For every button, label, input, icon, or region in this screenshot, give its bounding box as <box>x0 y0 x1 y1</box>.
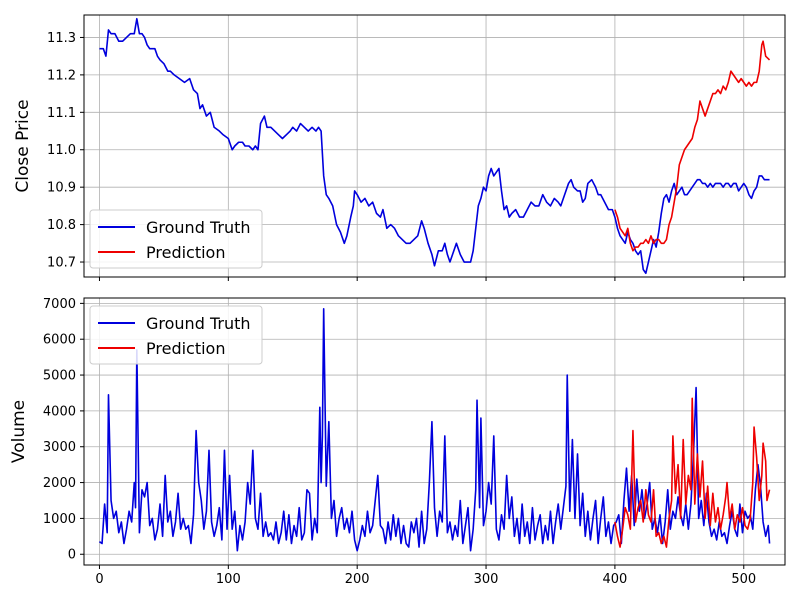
y-tick-label: 10.9 <box>47 181 76 196</box>
x-tick-label: 200 <box>345 572 370 587</box>
y-axis-label: Volume <box>9 400 29 463</box>
y-tick-label: 11.2 <box>47 68 76 83</box>
x-tick-label: 100 <box>216 572 241 587</box>
legend-label: Prediction <box>146 339 225 358</box>
legend-label: Ground Truth <box>146 218 251 237</box>
y-axis-label: Close Price <box>13 99 33 192</box>
volume-panel: 0 100 200 300 400 500010002000300040005000600… <box>9 297 786 587</box>
legend: Ground Truth Prediction <box>89 305 263 365</box>
legend-label: Prediction <box>146 243 225 262</box>
x-tick-label: 500 <box>731 572 756 587</box>
y-tick-label: 2000 <box>43 476 76 491</box>
x-tick-label: 0 <box>95 572 103 587</box>
y-tick-label: 11.1 <box>47 106 76 121</box>
y-tick-label: 5000 <box>43 369 76 384</box>
y-tick-label: 4000 <box>43 404 76 419</box>
series-line-ground-truth <box>99 17 770 275</box>
axes-frame <box>83 297 786 566</box>
series-line-prediction <box>614 40 771 252</box>
legend-label: Ground Truth <box>146 314 251 333</box>
legend: Ground Truth Prediction <box>89 209 263 269</box>
x-tick-label: 400 <box>602 572 627 587</box>
y-tick-label: 11.3 <box>47 31 76 46</box>
legend-box <box>89 209 263 269</box>
y-tick-label: 10.7 <box>47 256 76 271</box>
axes-frame <box>83 14 786 278</box>
y-tick-label: 11.0 <box>47 143 76 158</box>
y-tick-label: 6000 <box>43 333 76 348</box>
y-tick-label: 0 <box>68 548 76 563</box>
y-tick-label: 3000 <box>43 440 76 455</box>
series-line-ground-truth <box>99 307 771 552</box>
close-price-panel: 10.7 10.8 10.9 11.0 11.1 11.2 11.3 Close Price G… <box>13 14 786 281</box>
y-tick-label: 7000 <box>43 297 76 312</box>
y-tick-label: 1000 <box>43 512 76 527</box>
x-tick-label: 300 <box>474 572 499 587</box>
legend-box <box>89 305 263 365</box>
series-line-prediction <box>614 397 771 548</box>
y-tick-label: 10.8 <box>47 218 76 233</box>
